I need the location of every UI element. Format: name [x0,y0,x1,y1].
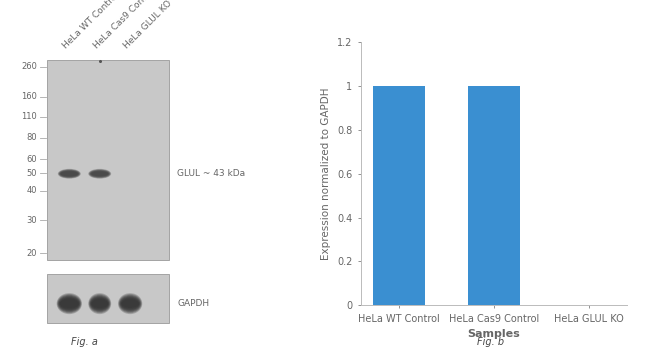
Text: 20: 20 [27,249,37,258]
Ellipse shape [89,170,111,178]
Ellipse shape [122,301,138,306]
Ellipse shape [88,293,111,314]
Ellipse shape [94,172,105,175]
Ellipse shape [93,173,107,174]
Ellipse shape [93,302,107,305]
X-axis label: Samples: Samples [467,329,521,339]
Ellipse shape [59,170,79,177]
Text: GLUL ~ 43 kDa: GLUL ~ 43 kDa [177,169,246,178]
Text: HeLa GLUL KO: HeLa GLUL KO [122,0,174,51]
Ellipse shape [61,300,78,307]
Ellipse shape [62,173,76,174]
Ellipse shape [92,301,107,306]
Bar [47,274,169,323]
Text: 110: 110 [21,112,37,121]
Text: 160: 160 [21,92,37,101]
Text: Fig. a: Fig. a [71,338,98,347]
Ellipse shape [90,297,109,310]
Ellipse shape [91,298,109,309]
Ellipse shape [62,172,77,175]
Ellipse shape [94,303,106,304]
Ellipse shape [58,169,81,179]
Ellipse shape [57,293,82,314]
Ellipse shape [62,303,76,304]
Ellipse shape [58,169,81,178]
Ellipse shape [90,296,110,312]
Text: Fig. b: Fig. b [477,338,504,347]
Ellipse shape [122,299,138,308]
Ellipse shape [88,169,110,178]
Ellipse shape [60,171,79,177]
Ellipse shape [60,171,79,177]
Ellipse shape [92,172,108,176]
Ellipse shape [123,302,137,305]
Ellipse shape [118,293,142,314]
Ellipse shape [64,172,75,175]
Ellipse shape [58,296,81,312]
Ellipse shape [61,301,77,306]
Ellipse shape [58,297,80,311]
Ellipse shape [94,300,105,307]
Ellipse shape [62,302,77,305]
Ellipse shape [92,299,108,308]
Ellipse shape [121,298,139,309]
Ellipse shape [63,300,75,307]
Ellipse shape [90,297,109,311]
Ellipse shape [92,172,107,175]
Ellipse shape [120,296,141,312]
Ellipse shape [90,171,109,177]
Ellipse shape [122,300,138,307]
Ellipse shape [119,295,141,312]
Text: 60: 60 [27,154,37,164]
Bar [468,86,520,305]
Text: 80: 80 [27,133,37,142]
Ellipse shape [90,170,110,177]
Ellipse shape [58,170,80,178]
Text: 30: 30 [27,216,37,225]
Text: HeLa Cas9 Control: HeLa Cas9 Control [92,0,157,51]
Text: 50: 50 [27,169,37,178]
Ellipse shape [60,171,78,176]
Text: 40: 40 [27,186,37,196]
Ellipse shape [120,297,140,310]
Ellipse shape [91,171,109,176]
Ellipse shape [89,295,111,312]
Ellipse shape [118,294,142,313]
Ellipse shape [60,298,79,309]
Ellipse shape [88,294,110,313]
Ellipse shape [124,300,136,307]
Text: GAPDH: GAPDH [177,299,209,308]
Text: 260: 260 [21,62,37,71]
Ellipse shape [124,303,136,304]
Ellipse shape [62,172,77,176]
Ellipse shape [61,172,77,176]
Text: HeLa WT Control: HeLa WT Control [61,0,121,51]
Ellipse shape [94,173,106,174]
Ellipse shape [92,300,107,307]
Y-axis label: Expression normalized to GAPDH: Expression normalized to GAPDH [322,87,332,260]
Ellipse shape [58,295,81,312]
Bar [373,86,425,305]
Ellipse shape [88,169,111,179]
Ellipse shape [63,173,75,174]
Ellipse shape [120,297,140,311]
Ellipse shape [57,294,81,313]
Ellipse shape [92,172,107,176]
Ellipse shape [60,299,78,308]
Ellipse shape [59,297,79,310]
Ellipse shape [90,171,109,177]
Bar [47,60,169,260]
